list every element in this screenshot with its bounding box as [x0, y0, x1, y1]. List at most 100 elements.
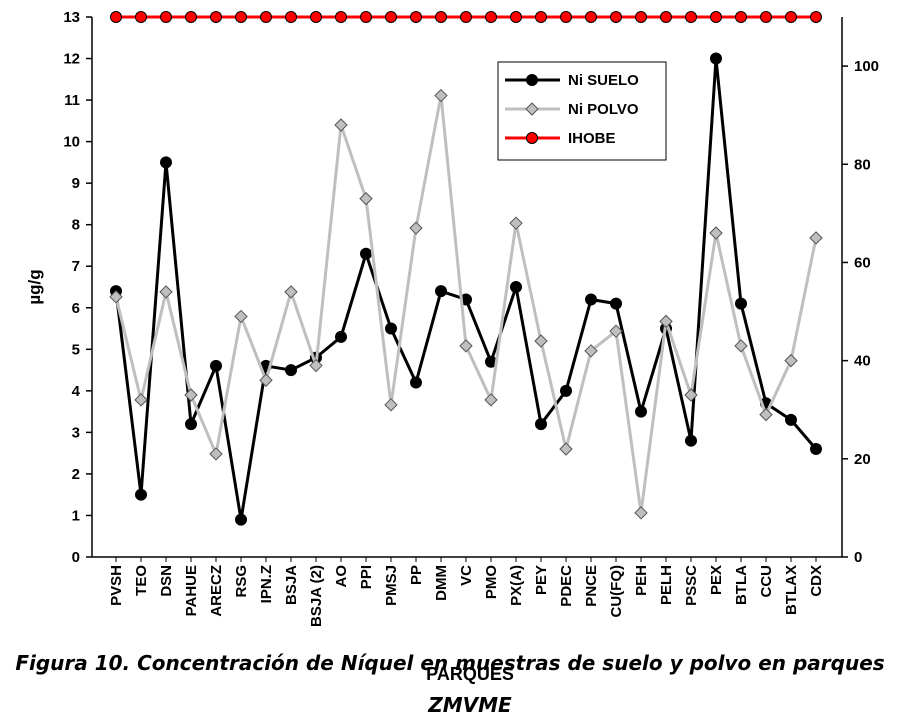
x-tick-label: PNCE: [583, 565, 600, 607]
data-point: [709, 226, 723, 240]
data-point: [785, 413, 797, 426]
data-point: [359, 191, 373, 206]
data-point: [610, 297, 622, 310]
data-point: [710, 52, 722, 65]
data-point: [559, 442, 573, 456]
data-point: [259, 373, 273, 387]
data-point: [610, 11, 622, 23]
y-tick-label: 0: [72, 549, 80, 566]
data-point: [310, 11, 322, 23]
legend-label: Ni POLVO: [568, 101, 639, 118]
data-point: [435, 11, 447, 23]
data-point: [110, 11, 122, 23]
data-point: [509, 216, 523, 230]
data-point: [534, 334, 548, 348]
x-tick-label: RSG: [233, 565, 250, 598]
x-tick-label: PPI: [358, 565, 375, 589]
y-tick-label: 2: [72, 466, 80, 483]
data-point: [285, 11, 297, 23]
x-tick-label: CU(FQ): [608, 565, 625, 618]
data-point: [335, 330, 347, 343]
y-axis-label: µg/g: [25, 269, 44, 304]
data-point: [685, 11, 697, 23]
y-tick-label: 13: [63, 9, 80, 26]
data-point: [384, 398, 398, 412]
data-point: [560, 11, 572, 23]
data-point: [284, 285, 298, 299]
x-tick-label: PEX: [708, 565, 725, 595]
data-point: [160, 156, 172, 169]
x-tick-label: ARECZ: [208, 565, 225, 617]
y-tick-label: 12: [63, 51, 80, 68]
x-tick-label: PSSC: [683, 565, 700, 606]
data-point: [585, 293, 597, 306]
data-point: [584, 344, 598, 358]
data-point: [535, 418, 547, 431]
data-point: [334, 118, 348, 132]
data-point: [135, 488, 147, 501]
data-point: [210, 11, 222, 23]
data-point: [134, 393, 148, 407]
data-point: [235, 513, 247, 526]
caption: ZMVME: [427, 693, 512, 717]
series-line: [114, 58, 818, 520]
x-tick-label: BTLA: [733, 565, 750, 605]
legend-box: [497, 61, 667, 161]
data-point: [510, 281, 522, 293]
y2-tick-label: 0: [854, 549, 862, 566]
data-point: [784, 353, 798, 368]
data-point: [810, 443, 822, 455]
data-point: [635, 405, 647, 418]
data-point: [410, 376, 422, 389]
data-point: [684, 388, 698, 402]
x-tick-label: DMM: [433, 565, 450, 601]
x-tick-label: PP: [408, 565, 425, 585]
data-point: [460, 11, 472, 23]
data-point: [210, 359, 222, 372]
y-tick-label: 8: [72, 217, 80, 234]
data-point: [785, 11, 797, 23]
legend-marker: [526, 74, 538, 86]
legend-label: Ni SUELO: [568, 72, 639, 89]
y-tick-label: 10: [63, 134, 80, 151]
data-point: [734, 339, 748, 353]
data-point: [309, 358, 323, 373]
data-point: [335, 11, 347, 23]
x-tick-label: PMO: [483, 565, 500, 600]
data-point: [385, 322, 397, 335]
data-point: [535, 11, 547, 23]
data-point: [484, 393, 498, 407]
x-tick-label: DSN: [158, 565, 175, 597]
x-tick-label: VC: [458, 565, 475, 586]
data-point: [760, 11, 772, 23]
data-point: [135, 11, 147, 23]
x-axis-label: PARQUES: [426, 664, 514, 684]
x-tick-label: BTLAX: [783, 565, 800, 615]
data-point: [660, 11, 672, 23]
data-point: [560, 384, 572, 397]
data-point: [735, 297, 747, 310]
x-tick-label: TEO: [133, 565, 150, 596]
x-tick-label: PDEC: [558, 565, 575, 607]
legend-label: IHOBE: [568, 130, 616, 147]
data-point: [360, 11, 372, 23]
y-tick-label: 7: [72, 258, 80, 275]
x-tick-label: PX(A): [508, 565, 525, 606]
y2-tick-label: 80: [854, 156, 871, 173]
x-tick-label: PVSH: [108, 565, 125, 606]
data-point: [409, 221, 423, 235]
data-point: [385, 11, 397, 23]
data-point: [410, 11, 422, 23]
data-point: [234, 309, 248, 324]
caption: Figura 10. Concentración de Níquel en mu…: [15, 651, 884, 675]
x-tick-label: CDX: [808, 565, 825, 597]
y-tick-label: 6: [72, 300, 80, 317]
x-tick-label: PEY: [533, 565, 550, 595]
data-point: [159, 285, 173, 299]
data-point: [759, 407, 773, 422]
x-tick-label: IPN.Z: [258, 565, 275, 603]
x-tick-label: PEH: [633, 565, 650, 596]
data-point: [434, 88, 448, 103]
data-point: [810, 11, 822, 23]
x-tick-label: BSJA (2): [308, 565, 325, 627]
